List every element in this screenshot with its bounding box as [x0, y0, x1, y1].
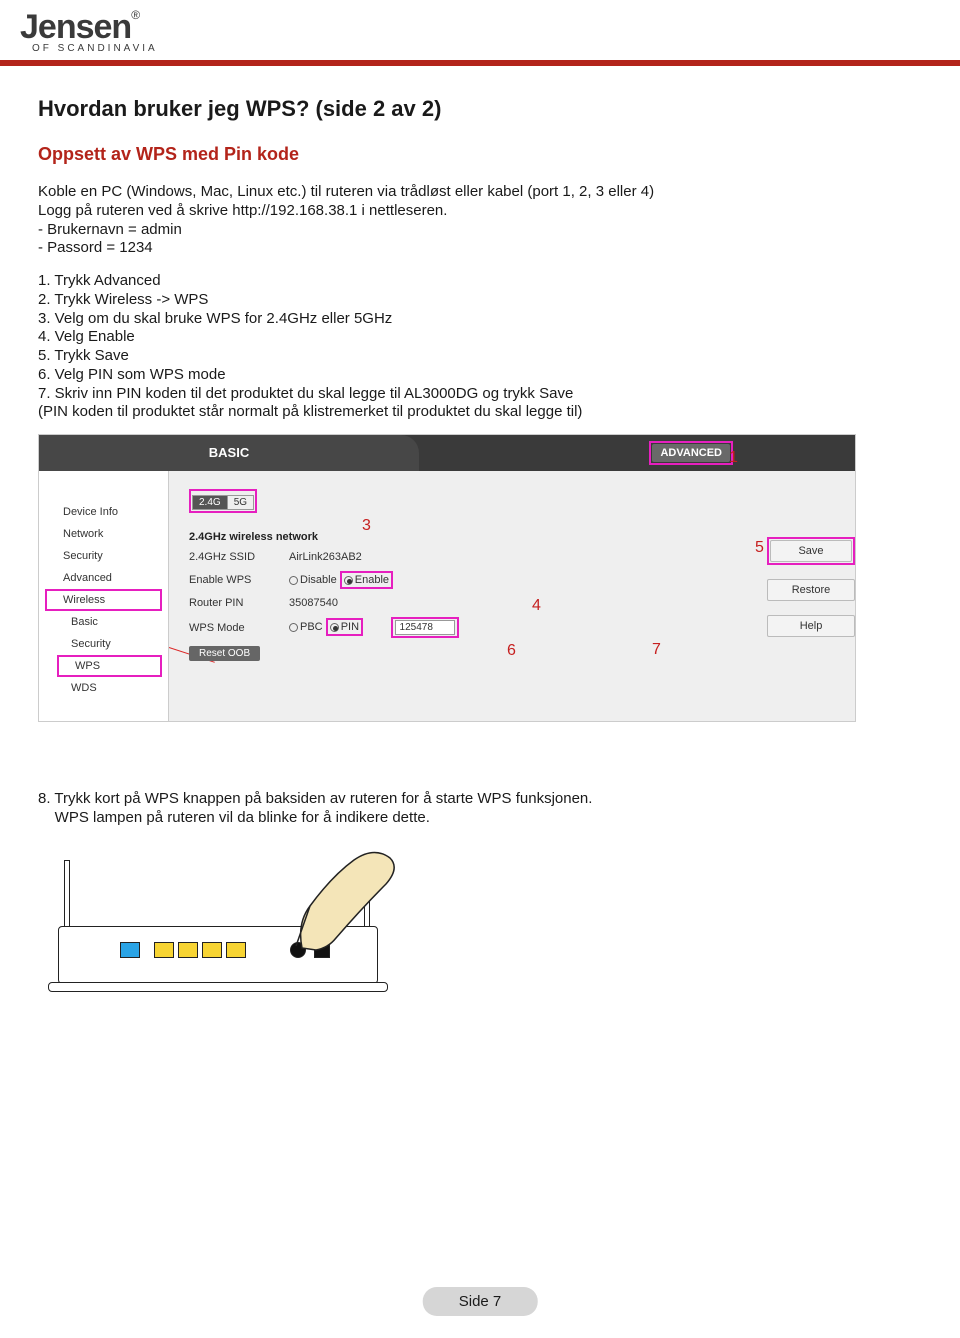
port-lan4: [226, 942, 246, 958]
brand-header: Jensen® OF SCANDINAVIA: [0, 0, 960, 58]
enablewps-value: Disable Enable: [289, 571, 393, 589]
sidebar-item-device[interactable]: Device Info: [39, 501, 168, 523]
sidebar-item-wds[interactable]: WDS: [39, 677, 168, 699]
step-line: 2. Trykk Wireless -> WPS: [38, 291, 922, 310]
intro-line: - Brukernavn = admin: [38, 221, 922, 240]
port-lan2: [178, 942, 198, 958]
right-buttons: Save Restore Help: [767, 471, 855, 721]
highlight-save: Save: [767, 537, 855, 565]
callout-1: 1: [729, 449, 738, 467]
save-button[interactable]: Save: [770, 540, 852, 562]
center-panel: 2.4G 5G 2.4GHz wireless network 2.4GHz S…: [169, 471, 767, 721]
band-tab-24g[interactable]: 2.4G: [193, 496, 228, 509]
intro-line: Koble en PC (Windows, Mac, Linux etc.) t…: [38, 183, 922, 202]
hand-icon: [292, 848, 412, 958]
step-line: 6. Velg PIN som WPS mode: [38, 366, 922, 385]
sidebar-item-wireless[interactable]: Wireless: [63, 594, 105, 606]
logo-subtitle: OF SCANDINAVIA: [32, 43, 940, 54]
step8-line: 8. Trykk kort på WPS knappen på baksiden…: [38, 790, 922, 809]
ssid-value: AirLink263AB2: [289, 551, 362, 563]
routerpin-label: Router PIN: [189, 597, 289, 609]
page-footer: Side 7: [423, 1287, 538, 1316]
radio-enable[interactable]: [344, 576, 353, 585]
disable-label: Disable: [300, 574, 337, 586]
sidebar-item-advanced[interactable]: Advanced: [39, 567, 168, 589]
step8-block: 8. Trykk kort på WPS knappen på baksiden…: [38, 790, 922, 828]
step-line: (PIN koden til produktet står normalt på…: [38, 403, 922, 422]
restore-button[interactable]: Restore: [767, 579, 855, 601]
router-illustration: [38, 846, 398, 1016]
highlight-pin-input: 125478: [391, 617, 459, 638]
sidebar-item-basic[interactable]: Basic: [39, 611, 168, 633]
page-title: Hvordan bruker jeg WPS? (side 2 av 2): [38, 96, 922, 122]
step-line: 5. Trykk Save: [38, 347, 922, 366]
tab-basic[interactable]: BASIC: [39, 435, 419, 471]
section-subtitle: Oppsett av WPS med Pin kode: [38, 144, 922, 165]
page-content: Hvordan bruker jeg WPS? (side 2 av 2) Op…: [0, 66, 960, 1016]
radio-pin[interactable]: [330, 623, 339, 632]
steps-block: 1. Trykk Advanced 2. Trykk Wireless -> W…: [38, 272, 922, 422]
sidebar-item-security-sub[interactable]: Security: [39, 633, 168, 655]
row-router-pin: Router PIN 35087540: [189, 597, 747, 609]
tab-advanced[interactable]: ADVANCED: [652, 444, 730, 462]
sidebar: Device Info Network Security Advanced Wi…: [39, 471, 169, 721]
sidebar-item-wps[interactable]: WPS: [75, 660, 100, 672]
radio-pbc[interactable]: [289, 623, 298, 632]
step-line: 7. Skriv inn PIN koden til det produktet…: [38, 385, 922, 404]
highlight-wps: WPS: [57, 655, 162, 677]
row-ssid: 2.4GHz SSID AirLink263AB2: [189, 551, 747, 563]
row-enable-wps: Enable WPS Disable Enable: [189, 571, 747, 589]
wpsmode-label: WPS Mode: [189, 622, 289, 634]
router-base: [48, 982, 388, 992]
highlight-enable: Enable: [340, 571, 393, 589]
intro-line: Logg på ruteren ved å skrive http://192.…: [38, 202, 922, 221]
brand-logo: Jensen®: [20, 8, 940, 47]
wpsmode-value: PBC PIN 125478: [289, 617, 459, 638]
pin-input[interactable]: 125478: [395, 620, 455, 635]
highlight-band: 2.4G 5G: [189, 489, 257, 513]
router-admin-screenshot: BASIC ADVANCED 1 2 3 4 5 6 7 Device Info…: [38, 434, 856, 722]
radio-disable[interactable]: [289, 576, 298, 585]
routerpin-value: 35087540: [289, 597, 338, 609]
enablewps-label: Enable WPS: [189, 574, 289, 586]
step-line: 1. Trykk Advanced: [38, 272, 922, 291]
band-tab-5g[interactable]: 5G: [228, 496, 253, 509]
step8-line: WPS lampen på ruteren vil da blinke for …: [38, 809, 922, 828]
port-wan: [120, 942, 140, 958]
help-button[interactable]: Help: [767, 615, 855, 637]
pbc-label: PBC: [300, 621, 323, 633]
port-lan3: [202, 942, 222, 958]
pin-label: PIN: [341, 621, 359, 633]
trademark-icon: ®: [131, 8, 140, 22]
enable-label: Enable: [355, 574, 389, 586]
highlight-pin-mode: PIN: [326, 618, 363, 636]
sidebar-item-network[interactable]: Network: [39, 523, 168, 545]
ssid-label: 2.4GHz SSID: [189, 551, 289, 563]
step-line: 3. Velg om du skal bruke WPS for 2.4GHz …: [38, 310, 922, 329]
logo-text: Jensen: [20, 8, 131, 46]
ui-body: Device Info Network Security Advanced Wi…: [39, 471, 855, 721]
reset-oob-button[interactable]: Reset OOB: [189, 646, 260, 661]
row-wps-mode: WPS Mode PBC PIN 125478: [189, 617, 747, 638]
intro-line: - Passord = 1234: [38, 239, 922, 258]
highlight-wireless: Wireless: [45, 589, 162, 611]
antenna-left: [64, 860, 70, 930]
band-tabs: 2.4G 5G: [192, 495, 254, 510]
wireless-section-title: 2.4GHz wireless network: [189, 531, 747, 543]
sidebar-item-security[interactable]: Security: [39, 545, 168, 567]
highlight-advanced: ADVANCED: [649, 441, 733, 465]
intro-block: Koble en PC (Windows, Mac, Linux etc.) t…: [38, 183, 922, 258]
step-line: 4. Velg Enable: [38, 328, 922, 347]
port-lan1: [154, 942, 174, 958]
